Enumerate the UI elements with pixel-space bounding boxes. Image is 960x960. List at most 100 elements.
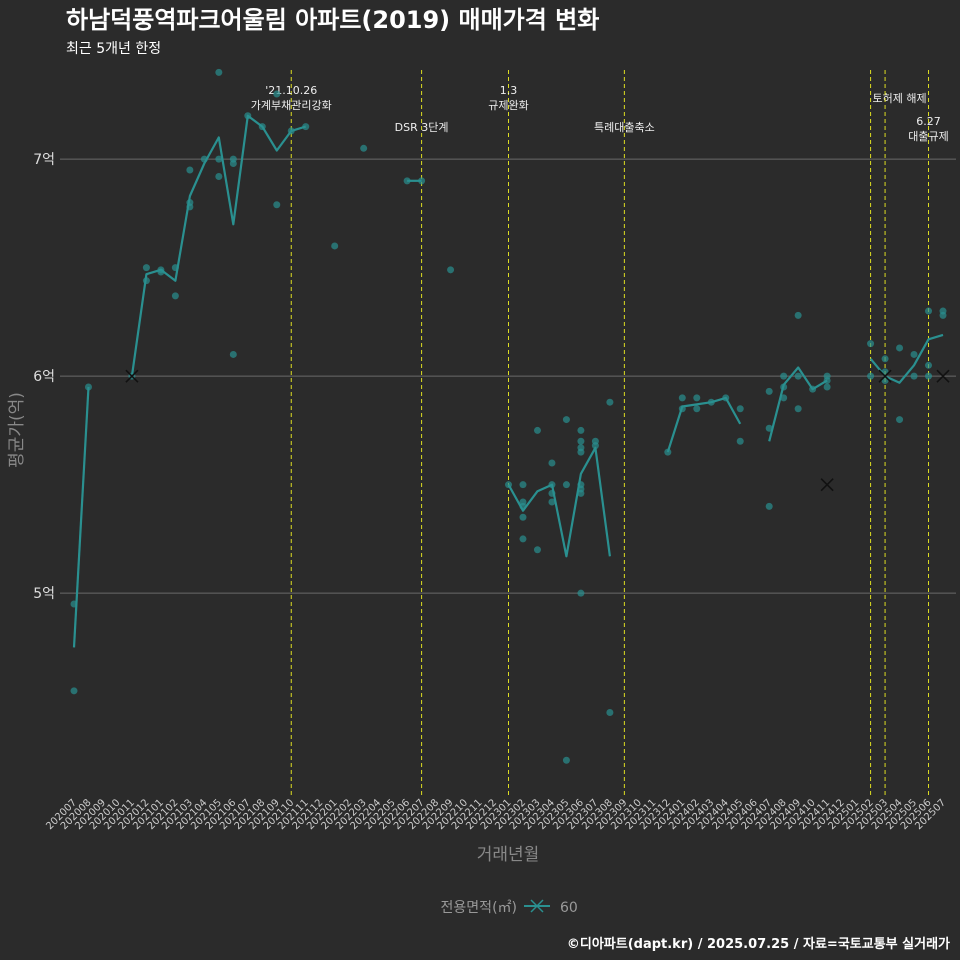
- data-point-64: [722, 394, 730, 402]
- data-point-19: [229, 350, 237, 358]
- data-point-43: [562, 416, 570, 424]
- data-point-74: [794, 372, 802, 380]
- y-tick-label-2: 7억: [33, 152, 55, 168]
- data-point-1: [70, 687, 78, 695]
- chart-title: 하남덕풍역파크어울림 아파트(2019) 매매가격 변화: [66, 6, 599, 34]
- data-point-58: [664, 448, 672, 456]
- data-point-13: [200, 155, 208, 163]
- event-label-0-1: 가계부채관리강화: [251, 99, 332, 112]
- data-point-5: [142, 277, 150, 285]
- data-point-37: [533, 426, 541, 434]
- data-point-56: [606, 398, 614, 406]
- data-point-73: [794, 311, 802, 319]
- data-point-25: [302, 123, 310, 131]
- data-point-4: [142, 264, 150, 272]
- series-line-segment-4: [666, 396, 742, 453]
- data-point-23: [273, 201, 281, 209]
- data-point-81: [867, 372, 875, 380]
- legend-cross-swatch: [530, 899, 544, 913]
- x-axis-label: 거래년월: [477, 845, 540, 865]
- data-point-34: [519, 502, 527, 510]
- data-point-53: [577, 589, 585, 597]
- data-point-88: [910, 372, 918, 380]
- cross-marker-1: [820, 478, 834, 492]
- data-point-72: [780, 394, 788, 402]
- data-point-82: [881, 355, 889, 363]
- data-point-8: [171, 264, 179, 272]
- y-axis-ticks: 5억 6억 7억: [33, 152, 55, 602]
- data-point-27: [360, 144, 368, 152]
- event-label-6-1: 대출규제: [908, 130, 948, 143]
- event-label-2-1: 규제완화: [488, 99, 528, 112]
- data-point-36: [519, 535, 527, 543]
- data-point-71: [780, 383, 788, 391]
- data-point-26: [331, 242, 339, 250]
- data-point-52: [577, 489, 585, 497]
- data-point-90: [925, 361, 933, 369]
- data-point-9: [171, 292, 179, 300]
- data-point-66: [736, 437, 744, 445]
- data-point-39: [548, 459, 556, 467]
- data-point-76: [809, 385, 817, 393]
- legend-title: 전용면적(㎡): [441, 900, 517, 916]
- data-point-21: [258, 123, 266, 131]
- event-label-0-0: '21.10.26: [265, 84, 317, 97]
- data-point-46: [577, 426, 585, 434]
- data-point-89: [925, 307, 933, 315]
- event-label-3-0: 특례대출축소: [594, 121, 655, 134]
- data-point-31: [505, 481, 512, 489]
- data-point-60: [678, 405, 686, 413]
- data-point-70: [780, 372, 788, 380]
- data-point-12: [186, 203, 194, 211]
- data-point-78: [823, 377, 831, 385]
- data-point-14: [215, 68, 223, 76]
- data-point-18: [229, 159, 237, 167]
- data-point-87: [910, 350, 918, 358]
- data-point-35: [519, 513, 527, 521]
- event-label-2-0: 1.3: [500, 84, 518, 97]
- data-point-65: [736, 405, 744, 413]
- data-point-75: [794, 405, 802, 413]
- chart-caption: ©디아파트(dapt.kr) / 2025.07.25 / 자료=국토교통부 실…: [567, 936, 950, 952]
- data-point-62: [693, 405, 701, 413]
- data-point-0: [70, 600, 78, 608]
- event-label-6-0: 6.27: [916, 115, 941, 128]
- data-point-93: [939, 311, 947, 319]
- data-point-30: [447, 266, 455, 274]
- data-point-49: [577, 448, 585, 456]
- y-axis-label: 평균가(억): [7, 392, 27, 468]
- legend: 전용면적(㎡) 60: [441, 899, 578, 916]
- cross-marker-2: [878, 369, 892, 383]
- event-label-4-0: 토허제 해제: [873, 91, 927, 105]
- data-point-15: [215, 155, 223, 163]
- data-point-61: [693, 394, 701, 402]
- data-point-68: [765, 424, 773, 432]
- data-point-63: [707, 398, 715, 406]
- data-point-55: [591, 442, 599, 450]
- data-point-69: [765, 502, 773, 510]
- data-point-91: [925, 372, 933, 380]
- data-point-44: [562, 481, 570, 489]
- event-label-1-0: DSR 3단계: [395, 121, 449, 134]
- data-point-16: [215, 173, 223, 181]
- grid-lines: [60, 158, 956, 594]
- legend-label: 60: [560, 900, 578, 916]
- y-tick-label-0: 5억: [33, 586, 55, 602]
- data-point-24: [287, 127, 295, 135]
- data-point-42: [548, 498, 556, 506]
- y-tick-label-1: 6억: [33, 369, 55, 385]
- data-point-10: [186, 166, 194, 174]
- chart-subtitle: 최근 5개년 한정: [66, 41, 161, 57]
- data-point-7: [157, 268, 165, 276]
- data-point-32: [519, 481, 527, 489]
- data-point-47: [577, 437, 585, 445]
- data-point-2: [84, 383, 92, 391]
- cross-marker-3: [936, 369, 950, 383]
- data-point-45: [562, 756, 570, 764]
- data-point-86: [896, 416, 904, 424]
- data-point-28: [403, 177, 411, 185]
- data-point-59: [678, 394, 686, 402]
